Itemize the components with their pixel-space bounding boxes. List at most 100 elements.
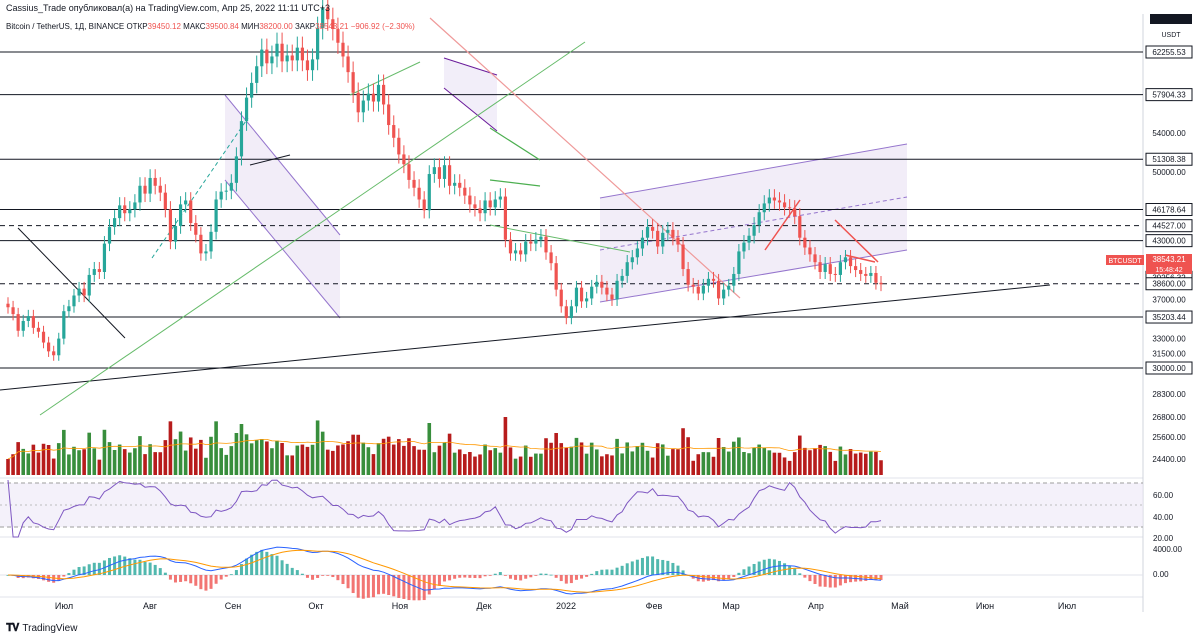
volume-bar (280, 443, 284, 475)
level-labels: 62255.53 57904.33 51308.38 46178.64 44527.00… (1145, 45, 1193, 375)
candle-body (600, 281, 604, 288)
volume-bar (51, 458, 56, 475)
candle-body (564, 306, 568, 319)
top-price-badge (1150, 14, 1192, 24)
macd-histogram-bar (737, 572, 741, 575)
volume-bar (594, 449, 599, 475)
candle-body (310, 59, 315, 71)
macd-histogram-bar (128, 558, 132, 575)
volume-bar (36, 452, 41, 475)
candle-body (41, 331, 46, 343)
volume-bar (488, 450, 492, 475)
macd-histogram-bar (722, 575, 726, 581)
macd-histogram-bar (478, 575, 482, 579)
volume-bar (645, 450, 650, 475)
candle-body (859, 270, 863, 274)
volume-bar (122, 449, 127, 475)
volume-bar (26, 453, 31, 475)
volume-bar (808, 450, 812, 475)
volume-bar (671, 449, 675, 475)
macd-histogram-bar (706, 575, 710, 581)
candle-body (788, 207, 792, 209)
volume-bar (386, 436, 391, 475)
candle-body (605, 287, 609, 295)
candle-body (498, 196, 502, 200)
y-tick-0: 54000.00 (1152, 129, 1186, 138)
volume-bar (402, 445, 406, 475)
macd-histogram-bar (559, 575, 563, 582)
volume-bar (168, 421, 173, 475)
volume-bar (391, 444, 396, 475)
volume-bar (544, 438, 548, 475)
red-falling-trendline (429, 17, 741, 299)
volume-bar (239, 424, 244, 475)
volume-bar (117, 444, 122, 475)
macd-axis-0: 0.00 (1153, 570, 1169, 579)
macd-histogram-bar (524, 575, 528, 579)
candle-body (864, 273, 868, 276)
candle-body (711, 278, 716, 281)
level-label-9: 30000.00 (1152, 364, 1186, 373)
volume-bar (331, 450, 335, 475)
macd-histogram-bar (681, 570, 685, 575)
macd-histogram-bar (305, 575, 309, 578)
volume-bar (356, 434, 361, 475)
volume-bar (270, 448, 274, 475)
volume-bar (351, 434, 355, 475)
candle-body (752, 224, 756, 236)
macd-histogram-bar (656, 559, 660, 575)
candle-body (513, 250, 518, 254)
volume-bar (341, 444, 345, 475)
macd-histogram-bar (361, 575, 365, 599)
macd-histogram-bar (640, 557, 644, 575)
candle-body (742, 242, 746, 252)
volume-bar (483, 444, 487, 475)
candle-body (178, 204, 183, 226)
candle-body (838, 262, 842, 275)
macd-histogram-bar (346, 575, 350, 589)
last-price-countdown: 15:48:42 (1155, 267, 1182, 274)
macd-histogram-bar (458, 575, 462, 578)
candle-body (595, 281, 599, 287)
teal-dashed-trendline (151, 117, 249, 259)
volume-bar (787, 460, 792, 475)
tradingview-logo-icon: 𝐓𝐕 (6, 622, 19, 634)
level-label-box-8 (1145, 310, 1193, 324)
volume-bar (716, 438, 721, 475)
volume-bar (244, 434, 249, 475)
macd-histogram-bar (239, 564, 243, 575)
green-short-line-4 (349, 61, 421, 96)
volume-bar (858, 452, 863, 475)
volume-bar (747, 453, 751, 475)
volume-bar (742, 452, 746, 475)
candle-body (666, 229, 670, 233)
volume-bar (762, 448, 767, 475)
macd-histogram-bar (493, 573, 497, 575)
volume-bar (848, 449, 853, 475)
macd-histogram-bar (179, 575, 183, 582)
candle-body (67, 306, 71, 312)
macd-histogram-bar (371, 575, 375, 598)
volume-bar (696, 454, 701, 475)
candle-body (97, 269, 101, 272)
candle-body (326, 7, 330, 20)
volume-bar (158, 452, 163, 475)
volume-bar (518, 456, 523, 475)
volume-bar (300, 444, 305, 475)
volume-bar (315, 420, 320, 475)
x-tick-5: Дек (476, 601, 491, 611)
candle-body (808, 247, 812, 255)
candle-body (52, 351, 56, 356)
candle-body (645, 226, 650, 238)
macd-histogram-bar (173, 575, 177, 583)
volume-bar (564, 447, 569, 475)
macd-histogram-bar (463, 575, 467, 578)
level-label-3: 46178.64 (1152, 206, 1186, 215)
volume-bar (290, 455, 295, 475)
candle-body (569, 306, 573, 319)
volume-bar (72, 446, 76, 475)
volume-bar (686, 437, 690, 475)
macd-histogram-bar (42, 575, 46, 581)
